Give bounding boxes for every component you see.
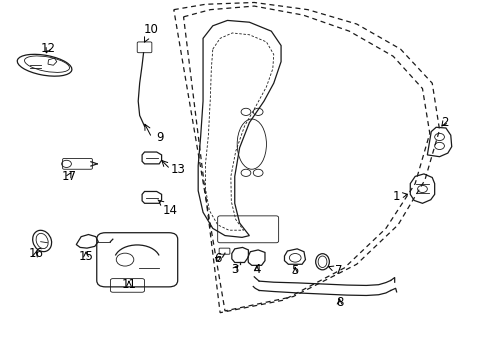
Text: 12: 12 (41, 41, 56, 54)
Text: 13: 13 (170, 163, 185, 176)
Text: 5: 5 (291, 264, 298, 277)
Text: 14: 14 (158, 200, 178, 217)
Text: 9: 9 (156, 131, 163, 144)
Text: 10: 10 (143, 23, 158, 42)
Text: 6: 6 (213, 252, 221, 265)
Text: 16: 16 (28, 247, 43, 260)
Text: 8: 8 (335, 296, 343, 309)
Text: 1: 1 (392, 190, 407, 203)
Text: 2: 2 (440, 116, 447, 129)
Text: 3: 3 (231, 263, 238, 276)
Text: 17: 17 (61, 170, 76, 183)
Text: 11: 11 (121, 278, 136, 291)
Text: 15: 15 (79, 249, 93, 262)
Text: 4: 4 (252, 263, 260, 276)
Text: 7: 7 (328, 264, 342, 277)
